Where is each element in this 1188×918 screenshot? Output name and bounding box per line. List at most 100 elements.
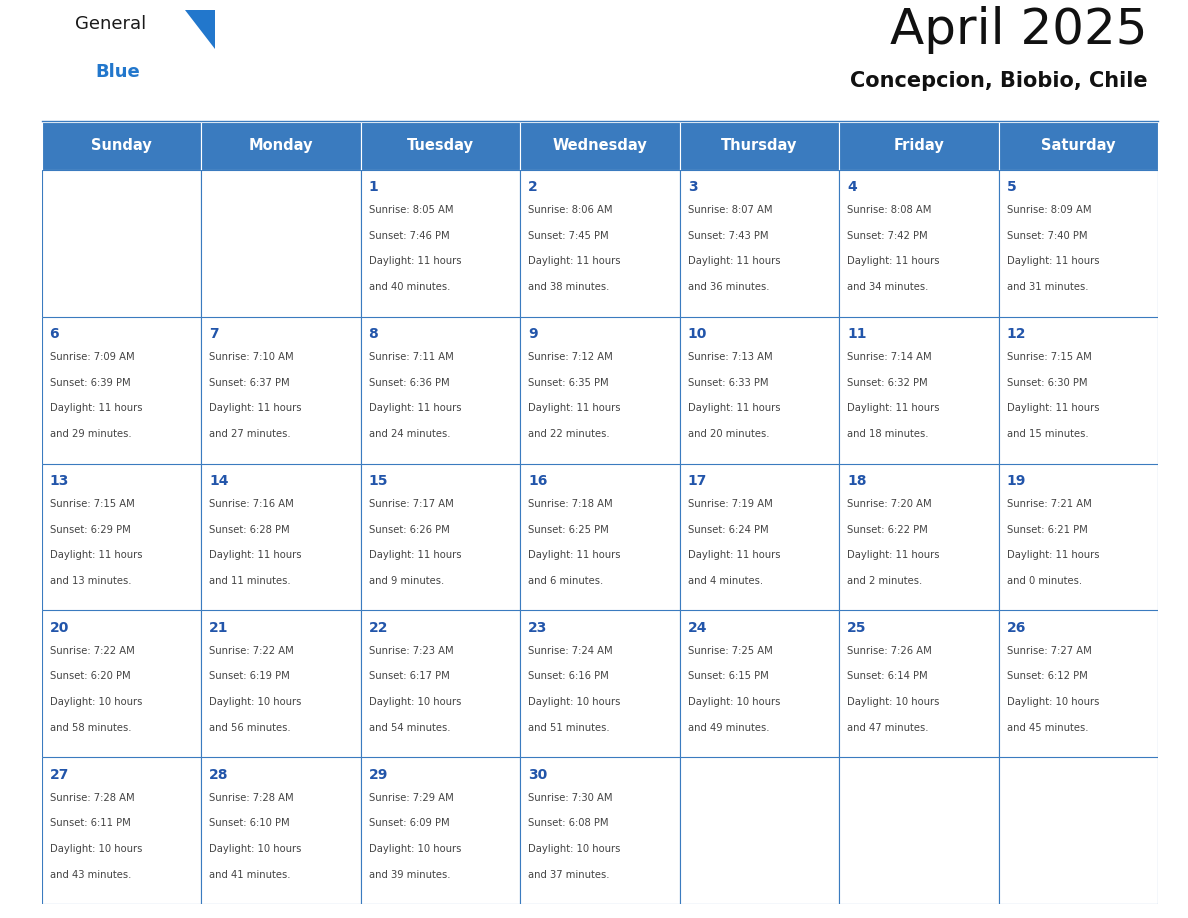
Text: Sunset: 6:26 PM: Sunset: 6:26 PM bbox=[368, 524, 449, 534]
Text: Sunrise: 7:24 AM: Sunrise: 7:24 AM bbox=[529, 645, 613, 655]
Bar bbox=[361, 170, 520, 317]
Text: and 38 minutes.: and 38 minutes. bbox=[529, 282, 609, 292]
Text: Daylight: 11 hours: Daylight: 11 hours bbox=[1006, 403, 1099, 413]
Bar bbox=[201, 122, 361, 170]
Text: Sunrise: 7:25 AM: Sunrise: 7:25 AM bbox=[688, 645, 772, 655]
Bar bbox=[361, 610, 520, 757]
Text: Sunrise: 7:13 AM: Sunrise: 7:13 AM bbox=[688, 352, 772, 362]
Text: and 13 minutes.: and 13 minutes. bbox=[50, 576, 131, 586]
Text: Sunday: Sunday bbox=[91, 139, 152, 153]
Text: and 24 minutes.: and 24 minutes. bbox=[368, 429, 450, 439]
Text: and 15 minutes.: and 15 minutes. bbox=[1006, 429, 1088, 439]
Bar bbox=[999, 317, 1158, 464]
Text: Sunrise: 7:22 AM: Sunrise: 7:22 AM bbox=[50, 645, 134, 655]
Text: 24: 24 bbox=[688, 621, 707, 634]
Bar bbox=[201, 464, 361, 610]
Text: and 11 minutes.: and 11 minutes. bbox=[209, 576, 291, 586]
Text: Sunrise: 7:28 AM: Sunrise: 7:28 AM bbox=[50, 792, 134, 802]
Text: Sunset: 6:17 PM: Sunset: 6:17 PM bbox=[368, 671, 449, 681]
Text: and 0 minutes.: and 0 minutes. bbox=[1006, 576, 1082, 586]
Text: Sunset: 6:14 PM: Sunset: 6:14 PM bbox=[847, 671, 928, 681]
Text: and 41 minutes.: and 41 minutes. bbox=[209, 869, 291, 879]
Text: 23: 23 bbox=[529, 621, 548, 634]
Text: Sunrise: 7:19 AM: Sunrise: 7:19 AM bbox=[688, 498, 772, 509]
Text: Sunrise: 7:18 AM: Sunrise: 7:18 AM bbox=[529, 498, 613, 509]
Bar bbox=[201, 317, 361, 464]
Bar bbox=[680, 170, 839, 317]
Text: Daylight: 11 hours: Daylight: 11 hours bbox=[847, 550, 940, 560]
Text: and 37 minutes.: and 37 minutes. bbox=[529, 869, 609, 879]
Text: 8: 8 bbox=[368, 327, 378, 341]
Text: 17: 17 bbox=[688, 474, 707, 487]
Text: Daylight: 10 hours: Daylight: 10 hours bbox=[529, 697, 620, 707]
Text: and 9 minutes.: and 9 minutes. bbox=[368, 576, 444, 586]
Bar bbox=[42, 122, 201, 170]
Text: Daylight: 10 hours: Daylight: 10 hours bbox=[847, 697, 940, 707]
Text: 13: 13 bbox=[50, 474, 69, 487]
Bar bbox=[999, 610, 1158, 757]
Text: and 45 minutes.: and 45 minutes. bbox=[1006, 722, 1088, 733]
Text: Sunset: 6:24 PM: Sunset: 6:24 PM bbox=[688, 524, 769, 534]
Text: and 58 minutes.: and 58 minutes. bbox=[50, 722, 131, 733]
Text: Sunset: 6:39 PM: Sunset: 6:39 PM bbox=[50, 377, 131, 387]
Text: Sunset: 6:28 PM: Sunset: 6:28 PM bbox=[209, 524, 290, 534]
Text: 28: 28 bbox=[209, 767, 228, 781]
Text: 6: 6 bbox=[50, 327, 59, 341]
Text: Sunset: 6:16 PM: Sunset: 6:16 PM bbox=[529, 671, 609, 681]
Text: Sunrise: 8:09 AM: Sunrise: 8:09 AM bbox=[1006, 205, 1092, 215]
Text: Sunrise: 8:07 AM: Sunrise: 8:07 AM bbox=[688, 205, 772, 215]
Text: Sunrise: 8:08 AM: Sunrise: 8:08 AM bbox=[847, 205, 931, 215]
Bar bbox=[839, 122, 999, 170]
Bar bbox=[361, 757, 520, 904]
Text: Daylight: 11 hours: Daylight: 11 hours bbox=[50, 403, 143, 413]
Text: Sunrise: 7:22 AM: Sunrise: 7:22 AM bbox=[209, 645, 293, 655]
Text: 25: 25 bbox=[847, 621, 867, 634]
Bar bbox=[201, 170, 361, 317]
Text: Daylight: 11 hours: Daylight: 11 hours bbox=[50, 550, 143, 560]
Bar bbox=[520, 317, 680, 464]
Text: 2: 2 bbox=[529, 180, 538, 194]
Bar bbox=[839, 757, 999, 904]
Bar bbox=[361, 464, 520, 610]
Text: 29: 29 bbox=[368, 767, 388, 781]
Text: and 4 minutes.: and 4 minutes. bbox=[688, 576, 763, 586]
Text: 22: 22 bbox=[368, 621, 388, 634]
Text: Sunrise: 7:16 AM: Sunrise: 7:16 AM bbox=[209, 498, 293, 509]
Text: and 49 minutes.: and 49 minutes. bbox=[688, 722, 769, 733]
Text: and 18 minutes.: and 18 minutes. bbox=[847, 429, 929, 439]
Text: Sunset: 6:37 PM: Sunset: 6:37 PM bbox=[209, 377, 290, 387]
Bar bbox=[520, 464, 680, 610]
Bar bbox=[999, 122, 1158, 170]
Text: Sunrise: 7:15 AM: Sunrise: 7:15 AM bbox=[50, 498, 134, 509]
Text: 11: 11 bbox=[847, 327, 867, 341]
Text: Sunset: 6:10 PM: Sunset: 6:10 PM bbox=[209, 818, 290, 828]
Text: Sunset: 6:30 PM: Sunset: 6:30 PM bbox=[1006, 377, 1087, 387]
Text: Daylight: 11 hours: Daylight: 11 hours bbox=[529, 550, 620, 560]
Text: and 43 minutes.: and 43 minutes. bbox=[50, 869, 131, 879]
Bar bbox=[839, 464, 999, 610]
Text: and 29 minutes.: and 29 minutes. bbox=[50, 429, 131, 439]
Text: Wednesday: Wednesday bbox=[552, 139, 647, 153]
Text: Thursday: Thursday bbox=[721, 139, 797, 153]
Text: Sunset: 6:12 PM: Sunset: 6:12 PM bbox=[1006, 671, 1087, 681]
Text: Daylight: 11 hours: Daylight: 11 hours bbox=[1006, 550, 1099, 560]
Text: Sunset: 6:20 PM: Sunset: 6:20 PM bbox=[50, 671, 131, 681]
Bar bbox=[680, 317, 839, 464]
Text: Daylight: 10 hours: Daylight: 10 hours bbox=[1006, 697, 1099, 707]
Text: April 2025: April 2025 bbox=[890, 6, 1148, 54]
Bar bbox=[42, 170, 201, 317]
Text: Sunrise: 7:14 AM: Sunrise: 7:14 AM bbox=[847, 352, 931, 362]
Bar bbox=[680, 610, 839, 757]
Bar bbox=[42, 610, 201, 757]
Text: 1: 1 bbox=[368, 180, 378, 194]
Text: and 31 minutes.: and 31 minutes. bbox=[1006, 282, 1088, 292]
Text: Sunrise: 7:10 AM: Sunrise: 7:10 AM bbox=[209, 352, 293, 362]
Bar bbox=[999, 170, 1158, 317]
Text: and 34 minutes.: and 34 minutes. bbox=[847, 282, 929, 292]
Text: 21: 21 bbox=[209, 621, 228, 634]
Text: 18: 18 bbox=[847, 474, 867, 487]
Text: 5: 5 bbox=[1006, 180, 1017, 194]
Text: Sunrise: 7:26 AM: Sunrise: 7:26 AM bbox=[847, 645, 931, 655]
Text: and 40 minutes.: and 40 minutes. bbox=[368, 282, 450, 292]
Text: Sunset: 6:09 PM: Sunset: 6:09 PM bbox=[368, 818, 449, 828]
